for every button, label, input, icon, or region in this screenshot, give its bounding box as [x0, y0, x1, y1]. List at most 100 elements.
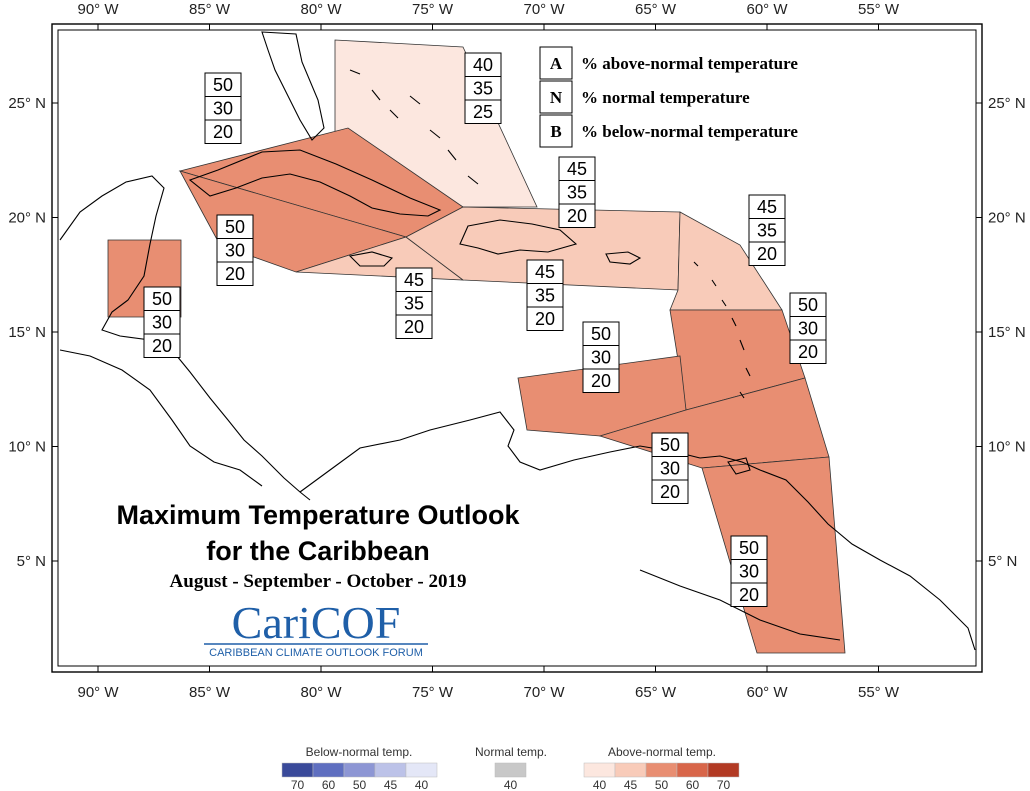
- caricof-logo: CariCOF CARIBBEAN CLIMATE OUTLOOK FORUM: [204, 597, 428, 659]
- key-text: % below-normal temperature: [581, 122, 798, 141]
- prob-value-b: 20: [535, 309, 555, 329]
- lat-label-right: 25° N: [988, 95, 1026, 112]
- prob-value-b: 20: [213, 122, 233, 142]
- legend-swatch: [312, 762, 345, 778]
- coast-central-america: [59, 175, 311, 501]
- coast-lesser-antilles: [693, 261, 751, 399]
- legend-swatch: [676, 762, 709, 778]
- legend-value: 40: [504, 778, 518, 791]
- prob-value-a: 50: [591, 324, 611, 344]
- lon-label-bottom: 75° W: [412, 684, 454, 701]
- key-letter: N: [550, 88, 563, 107]
- prob-value-a: 40: [473, 55, 493, 75]
- prob-cell: [748, 241, 786, 266]
- prob-box-abc-islands: 50 30 20: [582, 321, 620, 393]
- prob-value-b: 20: [757, 244, 777, 264]
- coast-bahamas: [349, 69, 479, 185]
- prob-box-leewards: 45 35 20: [748, 194, 786, 266]
- key-letter: B: [550, 122, 561, 141]
- prob-box-hispaniola-jamaica: 45 35 20: [395, 267, 433, 339]
- coastlines: [59, 31, 976, 651]
- coast-jamaica: [348, 251, 394, 267]
- prob-value-a: 50: [660, 435, 680, 455]
- legend-value: 60: [322, 778, 336, 791]
- lon-label-bottom: 55° W: [858, 684, 900, 701]
- key-letter: A: [550, 54, 563, 73]
- legend-value: 50: [353, 778, 367, 791]
- prob-cell: [395, 314, 433, 339]
- prob-value-n: 30: [739, 561, 759, 581]
- prob-box-guyana-suriname: 50 30 20: [730, 535, 768, 607]
- lat-label-right: 20° N: [988, 210, 1026, 227]
- coast-colombia: [299, 411, 701, 493]
- lat-label-left: 20° N: [8, 210, 46, 227]
- prob-value-b: 20: [225, 264, 245, 284]
- title-line-3: August - September - October - 2019: [170, 571, 467, 592]
- lon-label-top: 65° W: [635, 1, 677, 18]
- legend-swatch: [583, 762, 616, 778]
- prob-cell: [143, 333, 181, 358]
- prob-value-a: 50: [798, 295, 818, 315]
- prob-value-n: 30: [213, 98, 233, 118]
- logo-subtitle: CARIBBEAN CLIMATE OUTLOOK FORUM: [209, 647, 423, 659]
- prob-value-n: 30: [152, 312, 172, 332]
- prob-box-bahamas: 40 35 25: [464, 52, 502, 124]
- legend-value: 60: [686, 778, 700, 791]
- lon-label-top: 70° W: [523, 1, 565, 18]
- lon-label-top: 60° W: [746, 1, 788, 18]
- prob-value-n: 30: [798, 318, 818, 338]
- title-line-1: Maximum Temperature Outlook: [116, 500, 520, 530]
- prob-box-trinidad: 50 30 20: [651, 432, 689, 504]
- lon-label-bottom: 60° W: [746, 684, 788, 701]
- key-box: [539, 80, 573, 114]
- coast-venezuela: [699, 455, 976, 651]
- prob-value-n: 35: [535, 285, 555, 305]
- prob-cell: [216, 261, 254, 286]
- prob-value-n: 30: [591, 347, 611, 367]
- lat-label-right: 15° N: [988, 324, 1026, 341]
- legend-swatch: [374, 762, 407, 778]
- coast-puerto-rico: [605, 251, 642, 265]
- prob-value-b: 20: [660, 482, 680, 502]
- legend-value: 45: [624, 778, 638, 791]
- prob-box-cuba: 50 30 20: [204, 72, 242, 144]
- prob-cell: [464, 99, 502, 124]
- prob-value-b: 20: [567, 206, 587, 226]
- lon-label-top: 85° W: [189, 1, 231, 18]
- coast-hispaniola: [459, 219, 578, 255]
- zone-bahamas: [334, 39, 538, 208]
- coast-interior: [639, 569, 841, 641]
- lat-label-right: 10° N: [988, 439, 1026, 456]
- prob-cell: [730, 582, 768, 607]
- prob-value-a: 50: [213, 75, 233, 95]
- legend-value: 40: [593, 778, 607, 791]
- legend-heading: Below-normal temp.: [306, 745, 413, 759]
- coast-central-pacific: [59, 349, 263, 487]
- prob-value-b: 20: [152, 336, 172, 356]
- lon-label-top: 55° W: [858, 1, 900, 18]
- prob-value-b: 25: [473, 102, 493, 122]
- map-inner-frame: [57, 29, 977, 667]
- legend-swatch: [405, 762, 438, 778]
- prob-value-n: 30: [225, 240, 245, 260]
- prob-value-b: 20: [739, 585, 759, 605]
- coast-trinidad: [727, 457, 751, 475]
- prob-value-n: 35: [404, 293, 424, 313]
- legend-heading: Normal temp.: [475, 745, 547, 759]
- prob-value-n: 35: [567, 182, 587, 202]
- axis-ticks: 90° W 90° W 85° W 85° W 80° W 80° W 75° W 75° W…: [8, 1, 1025, 701]
- prob-box-turks-caicos: 45 35 20: [558, 156, 596, 228]
- coast-cuba: [188, 149, 442, 217]
- legend-value: 45: [384, 778, 398, 791]
- lon-label-top: 80° W: [300, 1, 342, 18]
- prob-cell: [582, 368, 620, 393]
- lon-label-bottom: 90° W: [77, 684, 119, 701]
- prob-value-a: 50: [152, 289, 172, 309]
- legend-value: 70: [291, 778, 305, 791]
- legend-value: 50: [655, 778, 669, 791]
- legend-swatch: [494, 762, 527, 778]
- lon-label-top: 75° W: [412, 1, 454, 18]
- legend-swatch: [614, 762, 647, 778]
- lon-label-bottom: 65° W: [635, 684, 677, 701]
- key-text: % normal temperature: [581, 88, 750, 107]
